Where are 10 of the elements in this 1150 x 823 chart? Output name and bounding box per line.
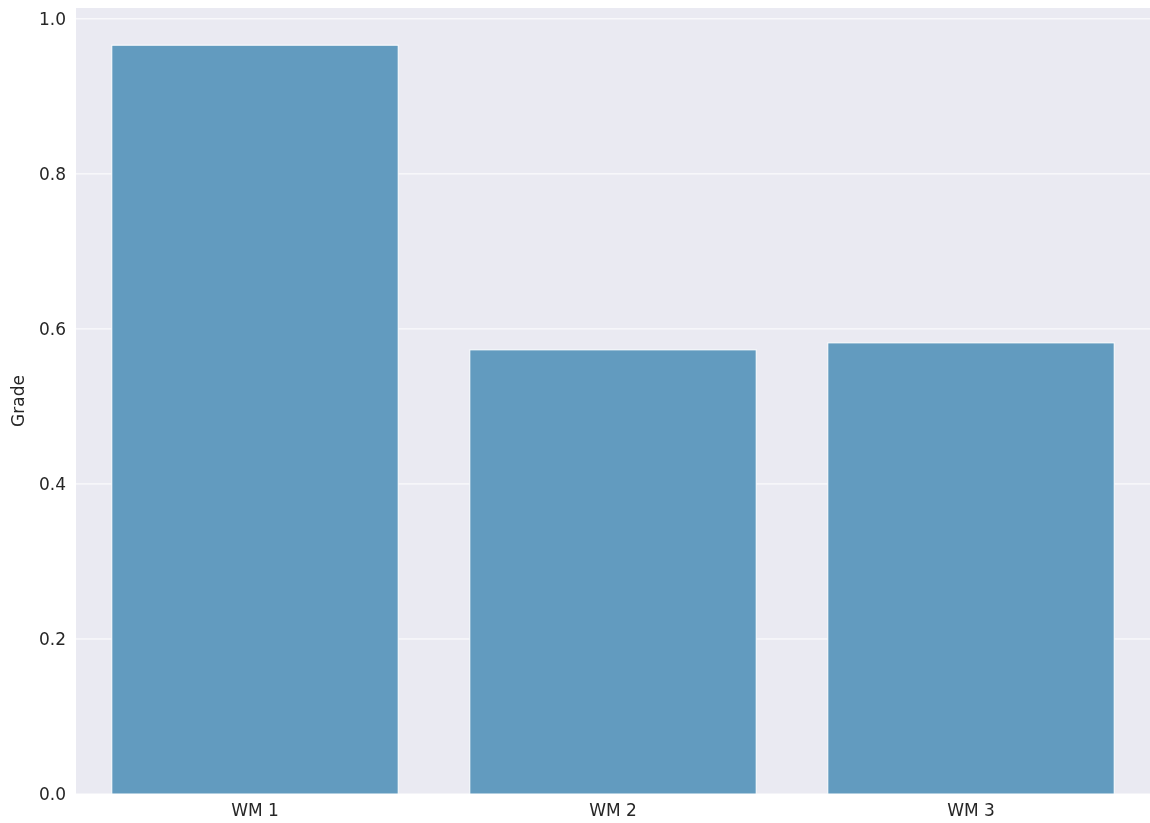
y-axis-title: Grade	[8, 375, 28, 427]
y-tick-label: 0.2	[38, 628, 66, 649]
y-tick-label: 0.6	[38, 318, 66, 339]
x-tick-label: WM 1	[231, 800, 279, 820]
y-tick-label: 0.4	[38, 473, 66, 494]
y-tick-label: 1.0	[38, 8, 66, 29]
x-tick-label: WM 2	[589, 800, 637, 820]
x-tick-label: WM 3	[947, 800, 995, 820]
y-tick-label: 0.8	[38, 163, 66, 184]
y-tick-label: 0.0	[38, 783, 66, 804]
